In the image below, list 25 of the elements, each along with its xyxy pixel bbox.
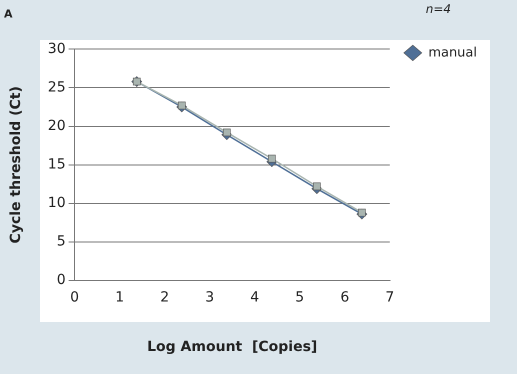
x-tick-label: 0 <box>70 289 80 306</box>
x-tick-label: 7 <box>385 289 394 306</box>
point <box>222 128 231 136</box>
y-tick-label: 20 <box>48 118 66 134</box>
y-axis-title: Cycle threshold (Ct) <box>8 86 24 244</box>
x-tick-label: 5 <box>295 289 304 306</box>
y-tick-label: 30 <box>48 40 66 57</box>
y-tick-label: 10 <box>48 194 66 211</box>
point <box>313 182 321 190</box>
x-tick-label: 2 <box>160 289 170 306</box>
x-tick-label: 4 <box>250 289 260 306</box>
point <box>268 154 276 162</box>
x-axis-title: Log Amount [Copies] <box>147 339 318 356</box>
x-tick-label: 6 <box>340 289 350 306</box>
chart-title: A <box>4 7 13 20</box>
y-tick-label: 0 <box>56 272 66 288</box>
x-tick-label: 1 <box>115 289 124 306</box>
y-tick-label: 25 <box>48 79 66 96</box>
x-tick-label: 3 <box>205 289 214 306</box>
point <box>358 208 366 216</box>
point <box>178 102 186 110</box>
y-tick-label: 5 <box>56 234 66 250</box>
legend-title: n=4 <box>426 2 452 16</box>
legend-label: manual <box>428 45 477 60</box>
y-tick-label: 15 <box>48 156 66 172</box>
